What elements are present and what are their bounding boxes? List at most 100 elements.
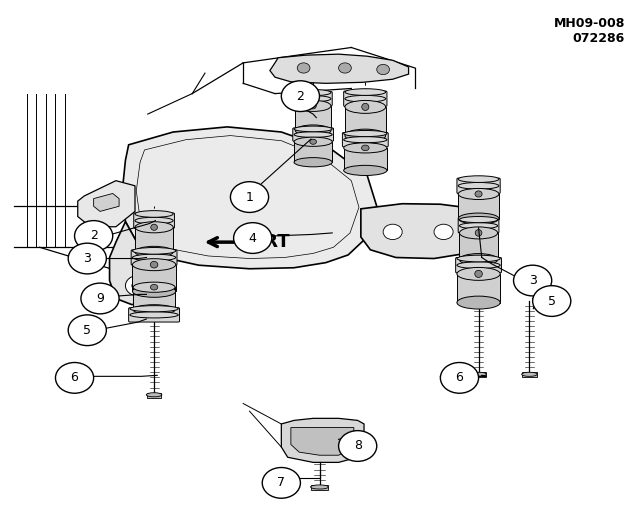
Text: 1: 1 [245, 191, 254, 203]
Ellipse shape [294, 158, 332, 167]
Ellipse shape [475, 191, 482, 197]
Ellipse shape [130, 312, 178, 318]
Ellipse shape [135, 246, 173, 258]
Text: 2: 2 [296, 90, 304, 102]
Ellipse shape [150, 284, 158, 290]
Bar [458, 194, 499, 218]
Ellipse shape [459, 227, 498, 239]
Ellipse shape [458, 213, 499, 224]
Ellipse shape [294, 132, 332, 138]
Circle shape [75, 220, 112, 251]
Circle shape [231, 182, 268, 212]
Circle shape [471, 225, 486, 237]
Ellipse shape [132, 259, 176, 271]
Polygon shape [281, 418, 364, 462]
Circle shape [125, 276, 151, 296]
Bar [147, 393, 161, 398]
Polygon shape [109, 221, 164, 305]
Circle shape [339, 63, 351, 73]
Text: 3: 3 [83, 252, 91, 265]
Ellipse shape [458, 176, 499, 182]
Ellipse shape [344, 165, 387, 176]
FancyBboxPatch shape [293, 128, 334, 141]
Ellipse shape [345, 129, 386, 142]
Ellipse shape [310, 103, 316, 109]
Circle shape [533, 286, 571, 316]
Ellipse shape [458, 188, 499, 199]
Ellipse shape [132, 285, 176, 297]
Text: 5: 5 [548, 295, 556, 307]
Bar [132, 265, 176, 291]
Circle shape [281, 81, 320, 112]
Ellipse shape [475, 230, 482, 236]
Ellipse shape [133, 282, 175, 293]
Circle shape [383, 224, 402, 239]
Text: MH09-008
072286: MH09-008 072286 [553, 17, 625, 45]
Text: 6: 6 [71, 371, 79, 384]
Polygon shape [78, 181, 135, 227]
Ellipse shape [132, 248, 176, 254]
Ellipse shape [344, 143, 387, 153]
Ellipse shape [295, 96, 331, 102]
Ellipse shape [345, 89, 386, 95]
Ellipse shape [135, 211, 173, 217]
Ellipse shape [294, 126, 332, 132]
Ellipse shape [362, 104, 369, 111]
Circle shape [68, 243, 106, 274]
Ellipse shape [344, 136, 387, 143]
Bar [295, 106, 331, 130]
Ellipse shape [345, 95, 386, 102]
Circle shape [440, 363, 479, 393]
Text: 5: 5 [83, 324, 91, 337]
Bar [522, 372, 537, 377]
Bar [135, 227, 173, 252]
Text: 6: 6 [456, 371, 463, 384]
Circle shape [514, 265, 551, 296]
Ellipse shape [459, 216, 498, 222]
Circle shape [132, 281, 144, 291]
Text: 9: 9 [96, 292, 104, 305]
Ellipse shape [295, 125, 331, 136]
Ellipse shape [133, 305, 175, 315]
Bar [459, 233, 498, 260]
Ellipse shape [471, 372, 486, 376]
FancyBboxPatch shape [344, 91, 387, 107]
FancyBboxPatch shape [343, 132, 389, 147]
Ellipse shape [295, 100, 331, 111]
Circle shape [56, 363, 94, 393]
FancyBboxPatch shape [134, 213, 174, 228]
Ellipse shape [150, 261, 158, 268]
FancyBboxPatch shape [131, 250, 177, 265]
Bar [344, 148, 387, 170]
FancyBboxPatch shape [128, 307, 180, 322]
Ellipse shape [457, 296, 500, 309]
Ellipse shape [294, 137, 332, 146]
Ellipse shape [459, 253, 498, 266]
FancyBboxPatch shape [294, 92, 332, 106]
Bar [457, 274, 500, 303]
Ellipse shape [311, 485, 328, 489]
Text: 2: 2 [89, 230, 98, 243]
Circle shape [339, 431, 377, 461]
Ellipse shape [458, 182, 499, 189]
Ellipse shape [457, 255, 500, 262]
Text: 8: 8 [353, 439, 362, 453]
Ellipse shape [457, 267, 500, 280]
Polygon shape [361, 204, 498, 259]
Polygon shape [270, 54, 408, 83]
Ellipse shape [459, 222, 498, 229]
Ellipse shape [521, 372, 537, 376]
Circle shape [434, 224, 453, 239]
Circle shape [234, 222, 272, 253]
Bar [472, 372, 486, 377]
Bar [311, 485, 328, 490]
Text: 4: 4 [249, 232, 257, 245]
Ellipse shape [151, 224, 157, 230]
Ellipse shape [344, 130, 387, 136]
Circle shape [377, 64, 390, 75]
Ellipse shape [135, 217, 173, 224]
Circle shape [68, 315, 106, 346]
Ellipse shape [146, 393, 162, 397]
Bar [345, 107, 386, 135]
Ellipse shape [135, 222, 173, 233]
